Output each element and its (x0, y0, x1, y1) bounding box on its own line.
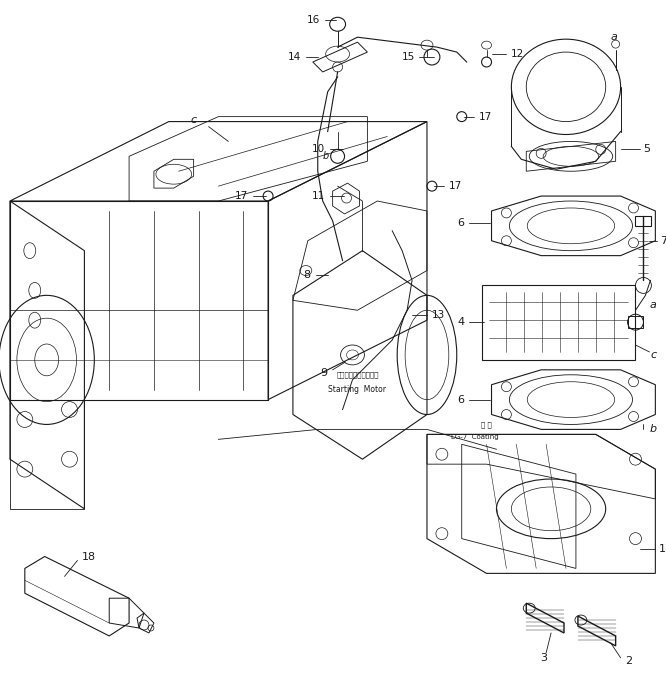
Text: 13: 13 (432, 310, 445, 320)
Text: 6: 6 (458, 218, 465, 228)
Text: 5: 5 (643, 144, 651, 155)
Text: 17: 17 (479, 112, 492, 121)
Text: 6: 6 (458, 395, 465, 404)
Text: 9: 9 (320, 368, 328, 378)
Text: 10: 10 (312, 144, 325, 155)
Text: 17: 17 (235, 191, 248, 201)
Text: 2: 2 (625, 656, 633, 666)
Text: 11: 11 (312, 191, 325, 201)
Text: c: c (650, 350, 657, 360)
Text: a: a (650, 300, 657, 310)
Text: 14: 14 (288, 52, 301, 62)
Text: 16: 16 (306, 15, 320, 26)
Text: c: c (190, 115, 196, 125)
Text: 12: 12 (510, 49, 523, 59)
Text: a: a (610, 32, 617, 42)
Text: 17: 17 (449, 181, 462, 191)
Text: 3: 3 (541, 653, 547, 663)
Text: 7: 7 (660, 236, 666, 246)
Text: 15: 15 (402, 52, 415, 62)
Text: 4: 4 (458, 317, 465, 327)
Text: スターティングモータ: スターティングモータ (336, 371, 379, 378)
Text: 8: 8 (304, 270, 311, 281)
Text: b: b (650, 424, 657, 435)
Text: LG-7  Coating: LG-7 Coating (451, 434, 498, 440)
Text: Starting  Motor: Starting Motor (328, 385, 386, 394)
Text: b: b (322, 151, 329, 161)
Text: 18: 18 (81, 551, 95, 562)
Text: 1: 1 (658, 544, 665, 553)
Text: 塗 布: 塗 布 (481, 421, 492, 428)
